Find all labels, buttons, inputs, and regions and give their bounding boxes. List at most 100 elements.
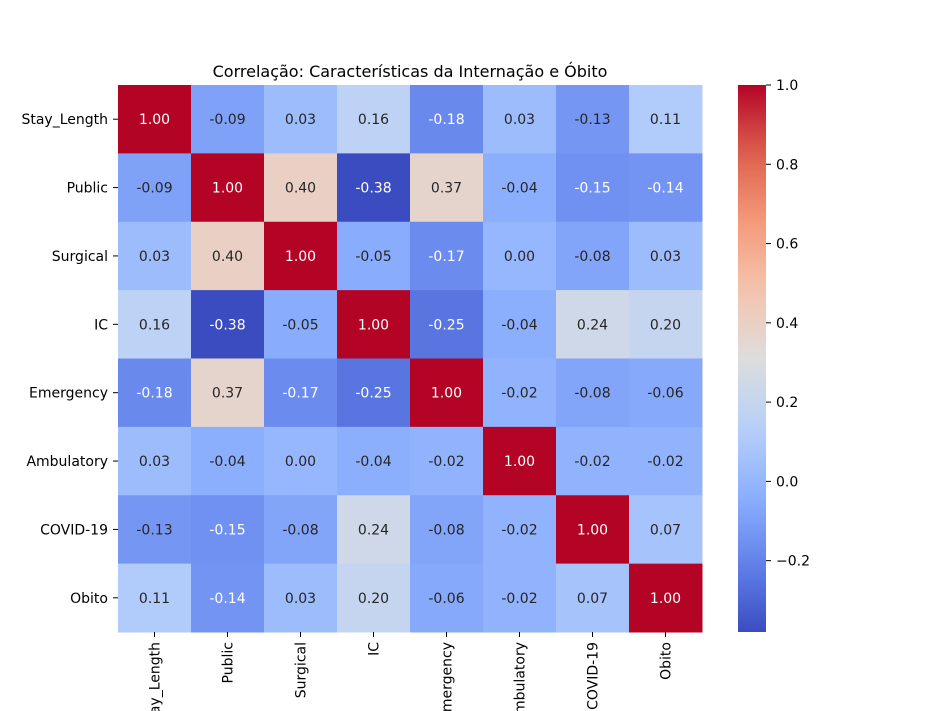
heatmap-cell-0-2 xyxy=(264,85,338,154)
heatmap-annotation-0-7: 0.11 xyxy=(650,112,681,128)
heatmap-cell-0-6 xyxy=(556,85,630,154)
heatmap-cell-7-0 xyxy=(118,563,192,633)
heatmap-annotation-6-1: -0.15 xyxy=(209,522,245,538)
y-axis-ticks: Stay_Length Public Surgical IC Emergency Ambu… xyxy=(21,112,118,607)
heatmap-annotation-5-6: -0.02 xyxy=(574,454,610,470)
heatmap-cell-4-7 xyxy=(629,358,703,428)
heatmap-annotation-5-3: -0.04 xyxy=(355,454,391,470)
heatmap-cell-6-5 xyxy=(483,495,557,565)
heatmap-cell-2-5 xyxy=(483,221,557,291)
heatmap-annotation-2-0: 0.03 xyxy=(139,249,170,265)
y-tick-label-5: Ambulatory xyxy=(26,454,108,470)
heatmap-cell-0-7 xyxy=(629,85,703,154)
heatmap-cell-5-6 xyxy=(556,426,630,496)
heatmap-annotation-0-5: 0.03 xyxy=(504,112,535,128)
heatmap-annotation-4-0: -0.18 xyxy=(136,386,172,402)
heatmap-annotation-7-3: 0.20 xyxy=(358,591,389,607)
heatmap-cell-1-4 xyxy=(410,153,484,223)
heatmap-cell-5-1 xyxy=(191,426,265,496)
heatmap-cell-4-2 xyxy=(264,358,338,428)
heatmap-cell-5-3 xyxy=(337,426,411,496)
heatmap-annotation-7-1: -0.14 xyxy=(209,591,245,607)
heatmap-annotation-5-2: 0.00 xyxy=(285,454,316,470)
heatmap-annotation-6-5: -0.02 xyxy=(501,522,537,538)
heatmap-annotation-1-1: 1.00 xyxy=(212,181,243,197)
heatmap-annotations: 1.00 -0.09 0.03 0.16 -0.18 0.03 -0.13 0.11 -0.09… xyxy=(136,112,683,607)
heatmap-cell-1-0 xyxy=(118,153,192,223)
y-tick-label-2: Surgical xyxy=(52,249,108,265)
heatmap-cell-3-7 xyxy=(629,290,703,359)
heatmap-annotation-2-1: 0.40 xyxy=(212,249,243,265)
heatmap-cell-5-7 xyxy=(629,426,703,496)
y-tick-label-7: Obito xyxy=(70,591,108,607)
y-tick-label-3: IC xyxy=(94,317,108,333)
heatmap-cell-3-4 xyxy=(410,290,484,359)
heatmap-annotation-2-3: -0.05 xyxy=(355,249,391,265)
x-axis-ticks: Stay_Length Public Surgical IC Emergency Ambu… xyxy=(148,632,675,711)
y-tick-label-4: Emergency xyxy=(29,386,108,402)
heatmap-cell-7-2 xyxy=(264,563,338,633)
heatmap-cell-6-7 xyxy=(629,495,703,565)
colorbar-ticks: 1.0 0.8 0.6 0.4 0.2 0.0 −0.2 xyxy=(766,78,810,570)
heatmap-cell-1-3 xyxy=(337,153,411,223)
heatmap-annotation-7-4: -0.06 xyxy=(428,591,464,607)
heatmap-cell-3-3 xyxy=(337,290,411,359)
heatmap-annotation-7-7: 1.00 xyxy=(650,591,681,607)
heatmap-cells xyxy=(118,85,703,633)
heatmap-annotation-1-4: 0.37 xyxy=(431,181,462,197)
heatmap-annotation-5-1: -0.04 xyxy=(209,454,245,470)
heatmap-annotation-7-5: -0.02 xyxy=(501,591,537,607)
heatmap-annotation-2-6: -0.08 xyxy=(574,249,610,265)
heatmap-annotation-3-1: -0.38 xyxy=(209,317,245,333)
heatmap-cell-7-6 xyxy=(556,563,630,633)
heatmap-annotation-2-2: 1.00 xyxy=(285,249,316,265)
heatmap-cell-0-1 xyxy=(191,85,265,154)
colorbar-tick-label-3: 0.4 xyxy=(776,316,798,332)
heatmap-annotation-4-2: -0.17 xyxy=(282,386,318,402)
heatmap-cell-6-0 xyxy=(118,495,192,565)
heatmap-cell-2-7 xyxy=(629,221,703,291)
x-tick-label-2: Surgical xyxy=(294,642,310,698)
heatmap-annotation-0-4: -0.18 xyxy=(428,112,464,128)
heatmap-cell-2-1 xyxy=(191,221,265,291)
colorbar-tick-label-6: −0.2 xyxy=(776,554,810,570)
heatmap-cell-3-0 xyxy=(118,290,192,359)
heatmap-cell-4-6 xyxy=(556,358,630,428)
colorbar-tick-label-5: 0.0 xyxy=(776,474,798,490)
heatmap-cell-7-4 xyxy=(410,563,484,633)
heatmap-annotation-1-7: -0.14 xyxy=(647,181,683,197)
x-tick-label-5: Ambulatory xyxy=(513,642,529,711)
heatmap-cell-0-0 xyxy=(118,85,192,154)
heatmap-annotation-0-1: -0.09 xyxy=(209,112,245,128)
x-tick-label-6: COVID-19 xyxy=(586,642,602,710)
y-tick-label-1: Public xyxy=(67,181,108,197)
heatmap-annotation-3-6: 0.24 xyxy=(577,317,608,333)
x-tick-label-1: Public xyxy=(221,642,237,683)
heatmap-cell-2-2 xyxy=(264,221,338,291)
heatmap-annotation-6-6: 1.00 xyxy=(577,522,608,538)
heatmap-annotation-4-3: -0.25 xyxy=(355,386,391,402)
heatmap-cell-4-1 xyxy=(191,358,265,428)
heatmap-annotation-1-2: 0.40 xyxy=(285,181,316,197)
x-tick-label-7: Obito xyxy=(659,642,675,680)
heatmap-annotation-7-2: 0.03 xyxy=(285,591,316,607)
heatmap-cell-5-5 xyxy=(483,426,557,496)
heatmap-annotation-6-2: -0.08 xyxy=(282,522,318,538)
colorbar-tick-label-1: 0.8 xyxy=(776,157,798,173)
heatmap-annotation-3-3: 1.00 xyxy=(358,317,389,333)
heatmap-cell-3-6 xyxy=(556,290,630,359)
heatmap-annotation-3-7: 0.20 xyxy=(650,317,681,333)
heatmap-cell-4-4 xyxy=(410,358,484,428)
heatmap-annotation-3-5: -0.04 xyxy=(501,317,537,333)
y-tick-label-6: COVID-19 xyxy=(40,522,108,538)
heatmap-annotation-5-4: -0.02 xyxy=(428,454,464,470)
heatmap-annotation-7-6: 0.07 xyxy=(577,591,608,607)
heatmap-annotation-0-2: 0.03 xyxy=(285,112,316,128)
heatmap-cell-2-6 xyxy=(556,221,630,291)
heatmap-cell-4-5 xyxy=(483,358,557,428)
heatmap-annotation-4-1: 0.37 xyxy=(212,386,243,402)
heatmap-annotation-5-7: -0.02 xyxy=(647,454,683,470)
heatmap-cell-3-2 xyxy=(264,290,338,359)
heatmap-annotation-4-5: -0.02 xyxy=(501,386,537,402)
